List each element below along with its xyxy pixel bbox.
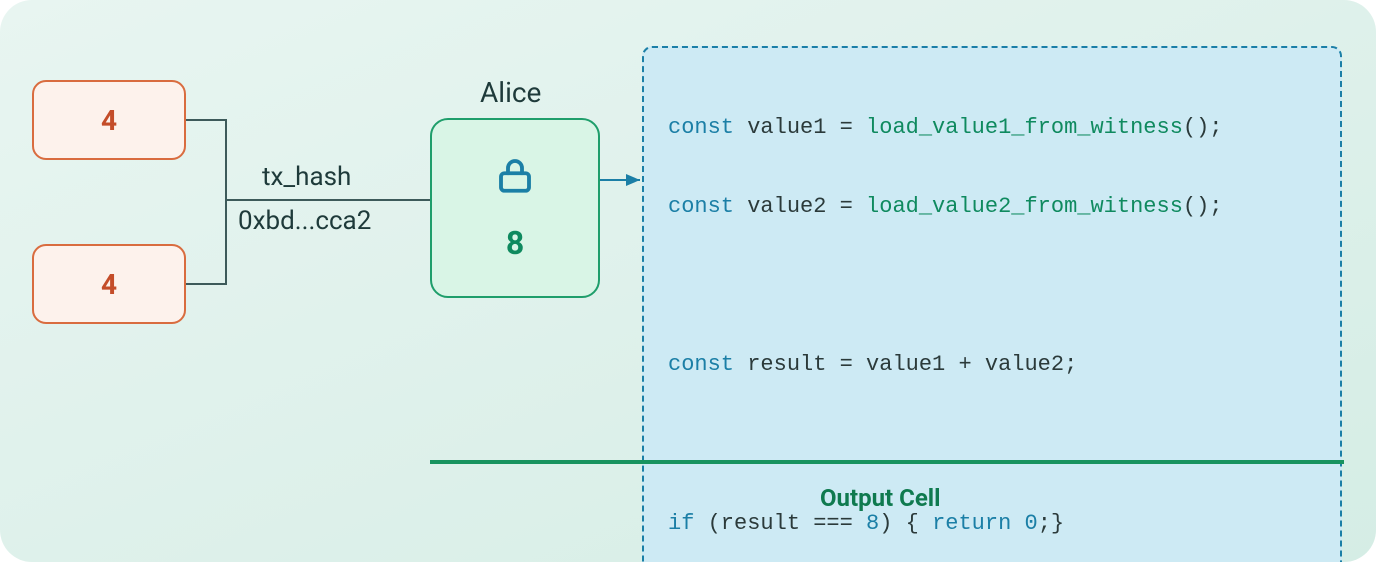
code-blank-1 xyxy=(668,266,1316,306)
output-cell-value: 8 xyxy=(506,224,524,262)
op-eq: = xyxy=(826,115,866,140)
kw-if: if xyxy=(668,511,694,536)
ident-value2-b: value2 xyxy=(985,352,1064,377)
output-cell-underline xyxy=(430,460,1344,464)
brace-close: ;} xyxy=(1038,511,1064,536)
code-line-3: const result = value1 + value2; xyxy=(668,345,1316,385)
ident-value1: value1 xyxy=(747,115,826,140)
kw-const-3: const xyxy=(668,352,734,377)
ident-result: result xyxy=(747,352,826,377)
parens-1: (); xyxy=(1183,115,1223,140)
input-cell-2-value: 4 xyxy=(101,268,117,301)
code-line-4: if (result === 8) { return 0;} xyxy=(668,504,1316,544)
op-eq-3: = xyxy=(826,352,866,377)
input-cell-2: 4 xyxy=(32,244,186,324)
parens-2: (); xyxy=(1183,194,1223,219)
diagram-canvas: 4 4 tx_hash 0xbd...cca2 Alice 8 const va… xyxy=(0,0,1376,562)
code-line-2: const value2 = load_value2_from_witness(… xyxy=(668,187,1316,227)
kw-const-2: const xyxy=(668,194,734,219)
op-eq-2: = xyxy=(826,194,866,219)
num-0: 0 xyxy=(1024,511,1037,536)
input-cell-1-value: 4 xyxy=(101,104,117,137)
semi-1: ; xyxy=(1064,352,1077,377)
lock-icon xyxy=(494,154,536,200)
input-cell-1: 4 xyxy=(32,80,186,160)
cond-close: ) { xyxy=(879,511,932,536)
output-cell-label: Output Cell xyxy=(820,484,941,512)
code-blank-2 xyxy=(668,424,1316,464)
cond-open: (result === xyxy=(694,511,866,536)
output-cell-box: 8 xyxy=(430,118,600,298)
output-owner-label: Alice xyxy=(480,76,541,109)
kw-const: const xyxy=(668,115,734,140)
ident-value2: value2 xyxy=(747,194,826,219)
fn-load2: load_value2_from_witness xyxy=(866,194,1183,219)
tx-hash-value: 0xbd...cca2 xyxy=(238,206,371,236)
fn-load1: load_value1_from_witness xyxy=(866,115,1183,140)
code-line-1: const value1 = load_value1_from_witness(… xyxy=(668,108,1316,148)
num-8: 8 xyxy=(866,511,879,536)
op-plus: + xyxy=(945,352,985,377)
kw-return-1: return xyxy=(932,511,1011,536)
tx-hash-key: tx_hash xyxy=(262,162,351,192)
ident-value1-b: value1 xyxy=(866,352,945,377)
sp-1 xyxy=(1011,511,1024,536)
lock-script-code: const value1 = load_value1_from_witness(… xyxy=(642,46,1342,562)
